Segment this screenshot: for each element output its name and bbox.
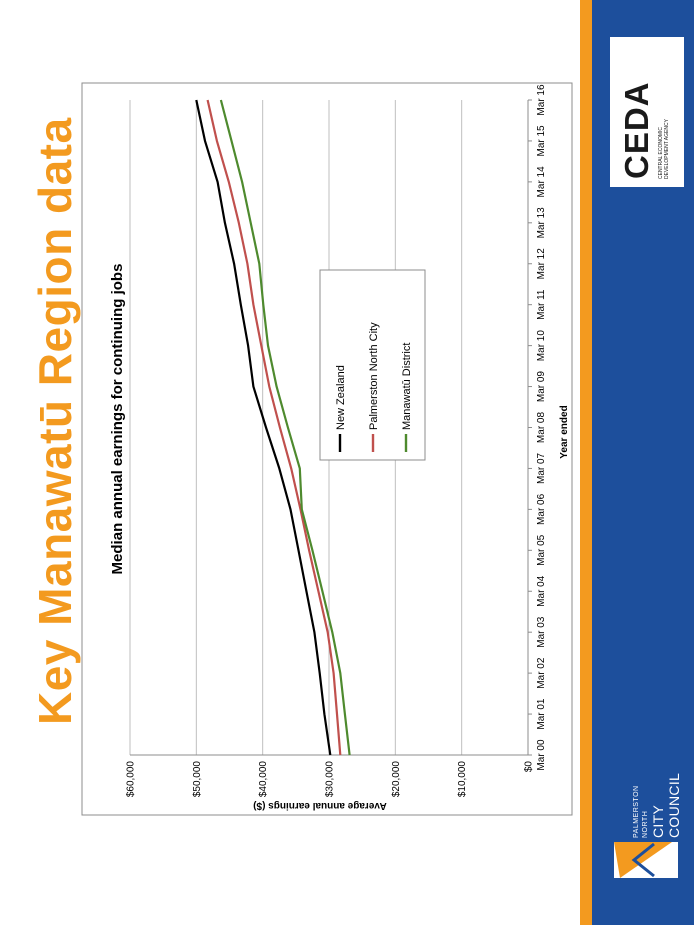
x-tick-label: Mar 01 (536, 698, 547, 730)
ceda-logo: CEDA CENTRAL ECONOMIC DEVELOPMENT AGENCY (610, 37, 684, 187)
series-line (219, 99, 351, 756)
footer-accent-bar (580, 0, 592, 925)
council-logo-mark (614, 842, 678, 878)
x-tick-label: Mar 08 (536, 412, 547, 444)
y-tick-label: $10,000 (457, 761, 468, 798)
x-tick-label: Mar 04 (536, 575, 547, 607)
y-axis-ticks: $0 $10,000 $20,000 $30,000 $40,000 $50,000 $60… (126, 761, 535, 798)
series-line (206, 99, 342, 756)
x-tick-label: Mar 03 (536, 616, 547, 648)
x-tick-label: Mar 14 (536, 166, 547, 198)
chart-legend: New Zealand Palmerston North City Manawatū… (319, 269, 426, 461)
council-name-line1: PALMERSTON NORTH (633, 785, 649, 838)
legend-box (319, 269, 426, 461)
x-tick-label: Mar 07 (536, 452, 547, 484)
x-axis-label: Year ended (559, 405, 570, 458)
legend-label: Manawatū District (401, 343, 413, 430)
council-logo: PALMERSTON NORTH CITY COUNCIL (614, 770, 682, 878)
chart-title: Median annual earnings for continuing jo… (109, 264, 126, 575)
series-line (195, 99, 332, 756)
x-tick-label: Mar 13 (536, 207, 547, 239)
x-tick-label: Mar 11 (536, 289, 547, 320)
y-tick-label: $60,000 (126, 761, 137, 798)
y-tick-label: $30,000 (325, 761, 336, 798)
x-tick-label: Mar 16 (536, 84, 547, 116)
ceda-logo-text: CEDA (618, 81, 655, 179)
x-axis-ticks: Mar 00 Mar 01 Mar 02 Mar 03 Mar 04 Mar 05 Mar … (528, 84, 547, 771)
y-tick-label: $0 (524, 761, 535, 773)
ceda-logo-subtext: CENTRAL ECONOMIC DEVELOPMENT AGENCY (658, 119, 670, 179)
x-tick-label: Mar 09 (536, 371, 547, 403)
x-tick-label: Mar 06 (536, 493, 547, 525)
x-tick-label: Mar 15 (536, 125, 547, 157)
x-tick-label: Mar 05 (536, 534, 547, 566)
x-tick-label: Mar 10 (536, 330, 547, 362)
council-name-line2: CITY COUNCIL (650, 772, 682, 838)
y-tick-label: $50,000 (192, 761, 203, 798)
x-tick-label: Mar 12 (536, 248, 547, 280)
chart-series (195, 99, 351, 756)
legend-label: New Zealand (335, 365, 347, 430)
y-axis-label: Average annual earnings ($) (253, 800, 387, 811)
y-tick-label: $40,000 (258, 761, 269, 798)
x-tick-label: Mar 02 (536, 657, 547, 689)
y-tick-label: $20,000 (391, 761, 402, 798)
x-tick-label: Mar 00 (536, 739, 547, 771)
legend-label: Palmerston North City (368, 322, 380, 430)
